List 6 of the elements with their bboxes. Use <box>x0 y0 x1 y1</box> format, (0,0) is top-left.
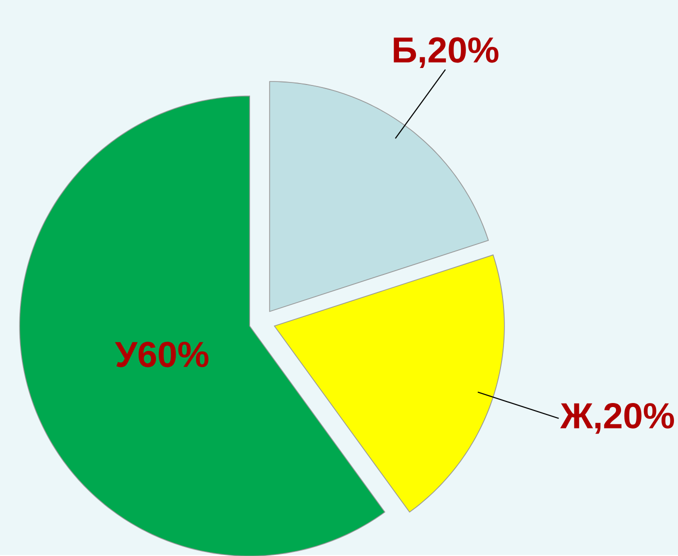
slice-label: У <box>114 342 138 367</box>
data-label: ,20% <box>420 37 498 68</box>
slice-label: Б <box>394 37 416 62</box>
slice-label: Ж <box>560 403 594 428</box>
data-label: ,20% <box>595 402 674 434</box>
data-label: 60% <box>138 342 208 367</box>
